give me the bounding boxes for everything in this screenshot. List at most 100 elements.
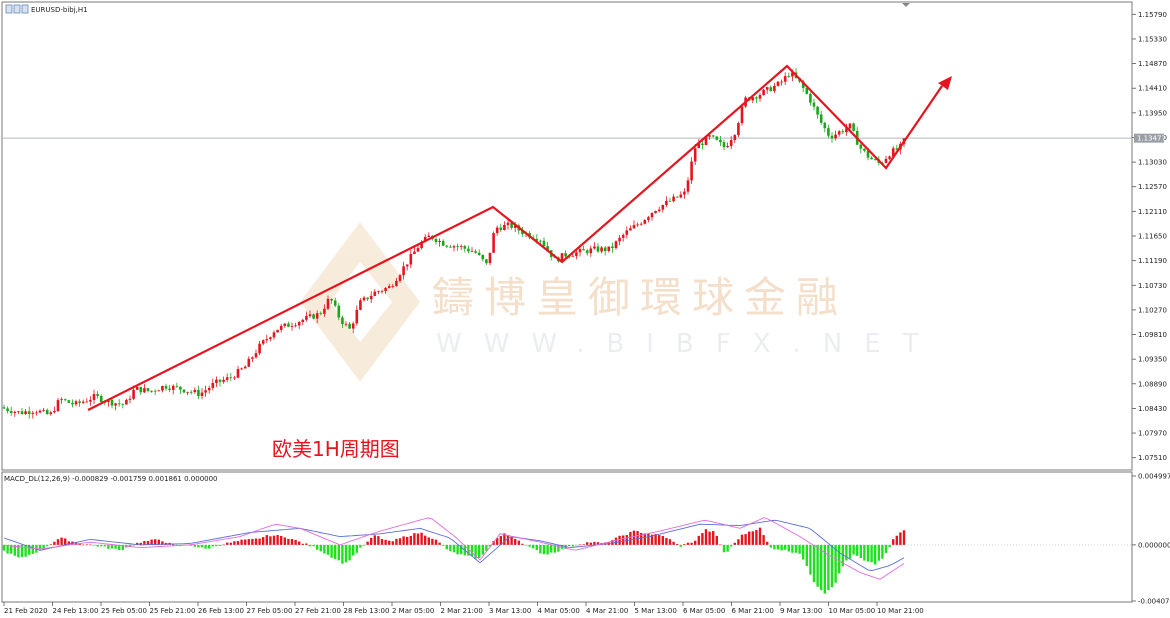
macd-bar-negative xyxy=(802,544,805,560)
candle-bull xyxy=(171,385,175,390)
macd-bar-negative xyxy=(528,544,531,547)
candle-bear xyxy=(477,252,481,255)
macd-bar-positive xyxy=(654,534,657,545)
candle-bear xyxy=(809,93,812,103)
price-tick-label: 1.08890 xyxy=(1138,380,1167,388)
price-tick-label: 1.07510 xyxy=(1138,454,1167,462)
price-tick-label: 1.13950 xyxy=(1138,109,1167,117)
macd-bar-positive xyxy=(672,541,675,545)
macd-bar-positive xyxy=(143,541,146,545)
macd-bar-positive xyxy=(733,542,736,545)
time-axis[interactable]: 21 Feb 2020 24 Feb 13:00 25 Feb 05:00 25 Fe… xyxy=(3,602,924,615)
candle-bear xyxy=(611,246,614,249)
macd-bar-positive xyxy=(895,535,898,545)
time-tick-label: 2 Mar 21:00 xyxy=(441,607,483,615)
chart-shift-marker-icon[interactable] xyxy=(902,3,910,7)
price-tick-label: 1.09810 xyxy=(1138,331,1167,339)
candle-bear xyxy=(175,385,179,387)
candle-bear xyxy=(319,313,323,315)
candle-bear xyxy=(481,254,485,260)
candle-bear xyxy=(333,300,337,306)
macd-pane[interactable] xyxy=(1,471,1133,603)
candle-bull xyxy=(74,401,78,405)
macd-bar-positive xyxy=(373,535,376,545)
macd-bar-negative xyxy=(92,544,96,546)
time-tick-label: 27 Feb 05:00 xyxy=(247,607,293,615)
candle-bull xyxy=(247,358,251,367)
candle-bull xyxy=(233,377,236,379)
price-pane[interactable] xyxy=(1,1,1133,471)
candle-bull xyxy=(38,410,42,413)
macd-bar-positive xyxy=(506,535,510,545)
macd-bar-positive xyxy=(438,542,441,545)
macd-bar-negative xyxy=(830,544,834,588)
macd-bar-positive xyxy=(632,530,636,545)
candle-bear xyxy=(701,143,704,145)
candle-bear xyxy=(711,135,715,137)
macd-bar-negative xyxy=(546,544,549,555)
candle-bull xyxy=(265,339,269,341)
time-tick-label: 21 Feb 2020 xyxy=(4,607,48,615)
candle-bear xyxy=(117,403,121,405)
candle-bull xyxy=(225,377,229,380)
macd-bar-positive xyxy=(262,537,265,545)
macd-bar-positive xyxy=(301,543,304,545)
macd-bar-negative xyxy=(31,544,34,554)
time-tick-label: 6 Mar 05:00 xyxy=(683,607,725,615)
macd-bar-negative xyxy=(352,544,355,556)
trend-zigzag-line[interactable] xyxy=(87,64,943,411)
trend-annotation[interactable] xyxy=(87,64,952,411)
candle-bull xyxy=(355,309,359,324)
macd-bar-positive xyxy=(380,538,384,545)
price-tick-label: 1.12110 xyxy=(1138,208,1167,216)
candle-bear xyxy=(330,298,333,301)
macd-bar-negative xyxy=(470,544,474,557)
candle-bear xyxy=(866,150,870,158)
candle-bull xyxy=(283,323,287,326)
macd-bar-positive xyxy=(582,544,585,545)
macd-bar-positive xyxy=(370,537,373,545)
candle-bear xyxy=(521,230,524,235)
price-axis[interactable]: 1.15790 1.15330 1.14870 1.14410 1.13950 1.134… xyxy=(1132,11,1167,462)
macd-bar-negative xyxy=(442,544,445,546)
macd-bar-positive xyxy=(643,533,646,545)
candle-bear xyxy=(189,391,193,393)
candle-bear xyxy=(830,135,834,139)
macd-bar-negative xyxy=(28,544,31,555)
macd-bar-negative xyxy=(312,544,315,547)
macd-bar-positive xyxy=(388,540,391,545)
candle-bull xyxy=(773,85,776,92)
macd-axis[interactable]: 0.004997 0.000000 -0.004073 xyxy=(1132,473,1170,606)
candle-bear xyxy=(719,139,722,143)
macd-bar-positive xyxy=(611,540,614,545)
macd-bar-negative xyxy=(114,544,117,549)
macd-bar-positive xyxy=(622,535,625,545)
candle-bull xyxy=(351,323,355,329)
candle-bear xyxy=(337,305,341,318)
macd-bar-positive xyxy=(60,537,63,545)
macd-bar-negative xyxy=(359,544,362,548)
macd-bar-positive xyxy=(424,535,427,545)
candle-bull xyxy=(708,135,711,137)
macd-bar-negative xyxy=(200,544,204,548)
macd-bar-positive xyxy=(406,536,409,545)
candle-bull xyxy=(686,180,690,192)
current-price-badge-bg xyxy=(1134,133,1164,143)
chart-window-icon xyxy=(21,4,29,14)
candle-bull xyxy=(636,224,639,226)
macd-bar-negative xyxy=(362,544,366,546)
candle-bull xyxy=(362,297,366,301)
macd-bar-negative xyxy=(568,544,571,547)
time-tick-label: 2 Mar 05:00 xyxy=(392,607,434,615)
macd-bar-positive xyxy=(64,538,67,545)
macd-bar-negative xyxy=(323,544,326,554)
candle-bear xyxy=(110,399,114,406)
macd-bar-negative xyxy=(204,544,207,549)
candle-bear xyxy=(827,128,830,136)
macd-bar-positive xyxy=(254,538,258,545)
candle-bull xyxy=(31,412,35,414)
candle-bear xyxy=(2,407,6,409)
candle-bear xyxy=(96,394,99,396)
macd-bar-positive xyxy=(251,538,254,545)
